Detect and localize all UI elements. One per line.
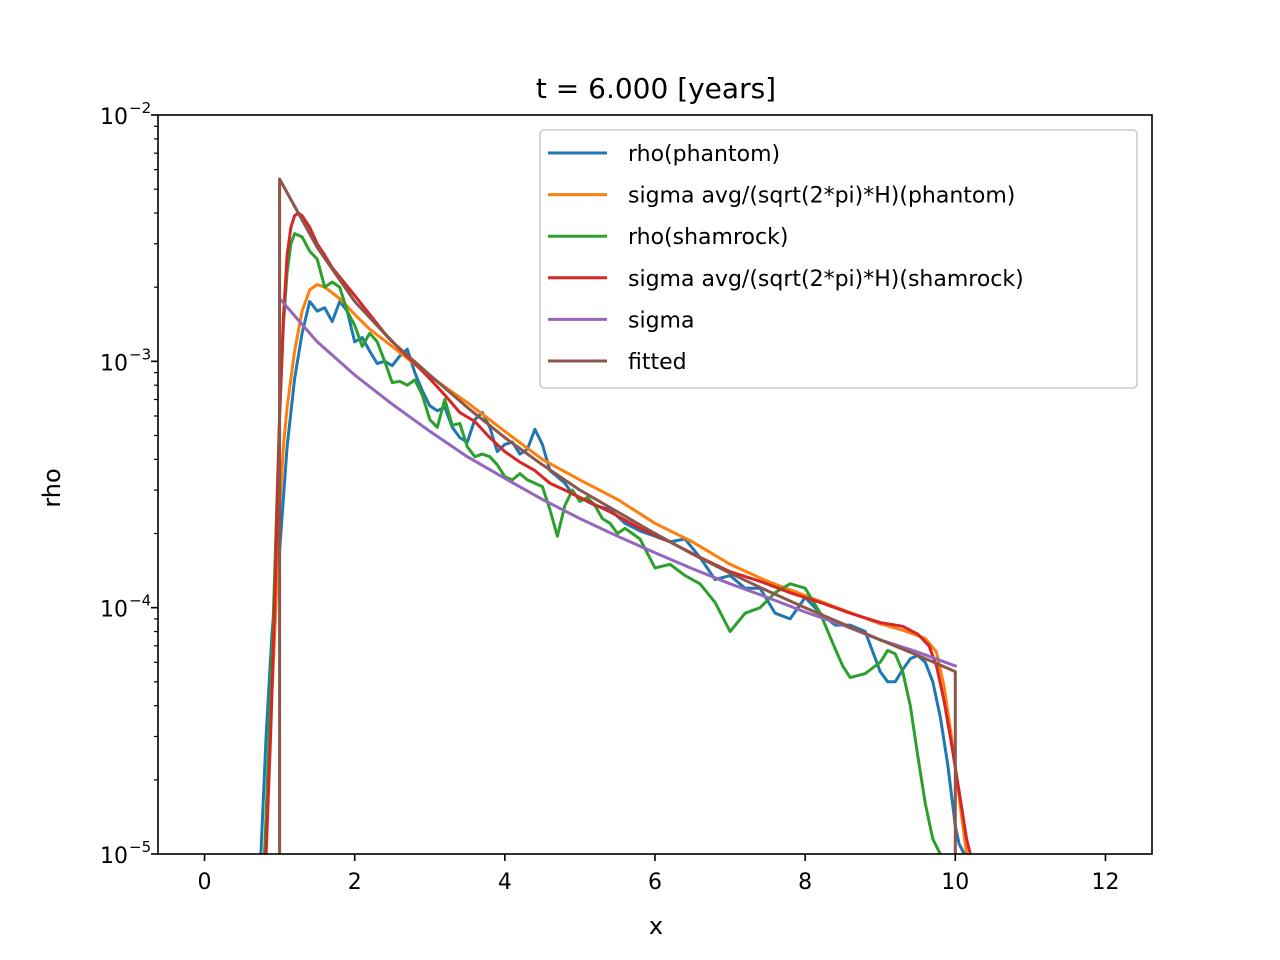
series-line-1 [263,283,969,854]
x-tick-label: 10 [941,870,969,895]
x-tick-label: 2 [348,870,362,895]
y-tick-exponent: −4 [129,592,151,610]
legend-label: sigma avg/(sqrt(2*pi)*H)(phantom) [628,184,1015,209]
legend-item: fitted [548,350,687,375]
x-axis-ticks: 0 2 4 6 8 10 12 [198,854,1119,895]
y-tick-exponent: −3 [129,345,151,363]
y-tick-exponent: −2 [129,99,151,117]
legend-item: sigma avg/(sqrt(2*pi)*H)(phantom) [548,184,1015,209]
legend-item: rho(phantom) [548,142,780,167]
y-tick-label: 10 [100,105,128,130]
legend-item: sigma avg/(sqrt(2*pi)*H)(shamrock) [548,267,1024,292]
legend-label: sigma avg/(sqrt(2*pi)*H)(shamrock) [628,267,1024,292]
y-tick-label: 10 [100,598,128,623]
legend-label: rho(phantom) [628,142,780,167]
legend: rho(phantom) sigma avg/(sqrt(2*pi)*H)(pha… [539,129,1138,389]
legend-box [539,129,1138,389]
y-axis-label: rho [38,468,66,507]
x-tick-label: 8 [798,870,812,895]
legend-label: sigma [628,308,694,333]
series-line-0 [259,300,966,854]
x-tick-label: 6 [648,870,662,895]
series-line-5 [278,177,957,854]
x-tick-label: 4 [498,870,512,895]
legend-label: rho(shamrock) [628,225,788,250]
legend-item: sigma [548,308,694,333]
x-axis-label: x [649,912,663,940]
y-tick-exponent: −5 [129,838,151,856]
series-layer [259,177,972,854]
legend-item: rho(shamrock) [548,225,788,250]
legend-label: fitted [628,350,687,375]
x-tick-label: 0 [198,870,212,895]
y-tick-label: 10 [100,351,128,376]
y-axis-ticks: 10−510−410−310−2 [100,99,158,869]
x-tick-label: 12 [1091,870,1119,895]
chart-title: t = 6.000 [years] [536,72,776,105]
y-tick-label: 10 [100,844,128,869]
